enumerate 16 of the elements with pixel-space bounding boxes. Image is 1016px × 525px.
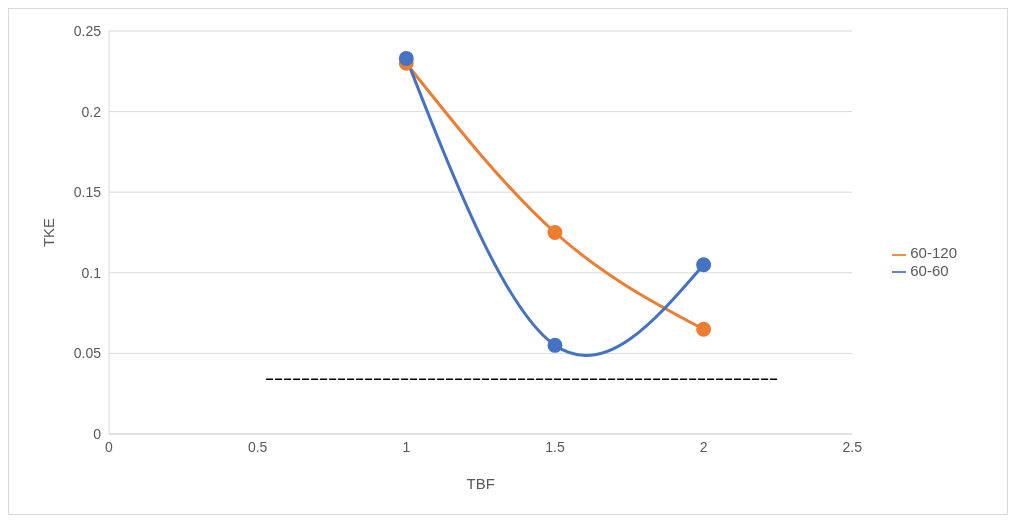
legend-label: 60-120 <box>910 244 957 262</box>
x-tick-label: 2.5 <box>842 438 863 455</box>
x-tick-label: 1.5 <box>545 438 565 455</box>
y-tick-label: 0.15 <box>73 184 102 201</box>
x-tick-label: 0 <box>105 438 114 455</box>
y-tick-label: 0.05 <box>73 345 102 362</box>
x-tick-label: 0.5 <box>247 438 268 455</box>
y-tick-label: 0.1 <box>81 264 102 281</box>
legend-label: 60-60 <box>910 261 949 279</box>
y-tick-label: 0.2 <box>81 103 102 120</box>
x-tick-label: 1 <box>402 438 411 455</box>
x-tick-label: 2 <box>699 438 708 455</box>
y-tick-label: 0.25 <box>73 22 102 39</box>
y-axis-title: TKE <box>40 217 58 248</box>
y-tick-label: 0 <box>93 425 102 442</box>
x-axis-title: TBF <box>466 475 495 492</box>
